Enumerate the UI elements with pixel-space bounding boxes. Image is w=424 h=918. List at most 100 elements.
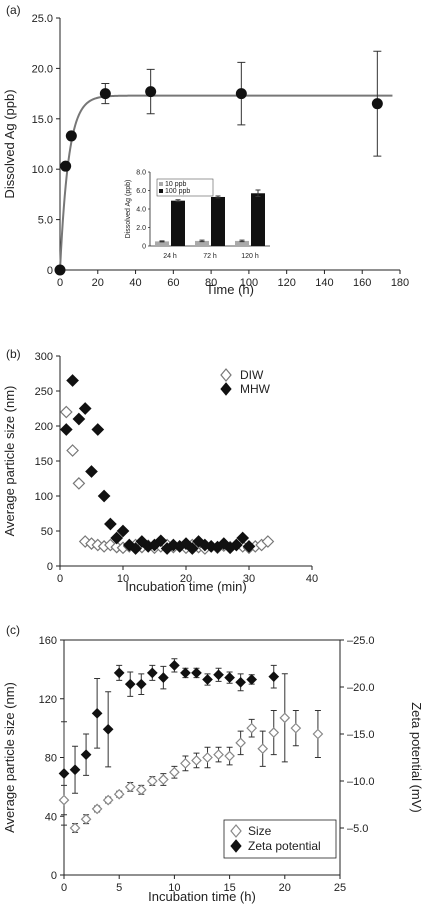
panel-c-x-tick-label: 15 — [223, 882, 235, 894]
panel-b-point-diw — [59, 405, 73, 419]
panel-c-point-size — [91, 803, 103, 815]
legend-label-mhw: MHW — [240, 382, 271, 396]
panel-a-data-points — [54, 50, 383, 276]
panel-c-point-zeta — [169, 660, 180, 671]
panel-c-y-axis-label: Average particle size (nm) — [2, 682, 17, 833]
panel-c-point-zeta — [58, 768, 70, 779]
legend-marker-zeta — [230, 839, 242, 853]
panel-a-y-tick-label: 15.0 — [32, 114, 53, 126]
panel-b-y-tick-label: 250 — [35, 386, 53, 398]
panel-c-point-size — [113, 788, 125, 800]
panel-c-point-size — [279, 712, 291, 724]
inset-bar — [211, 196, 225, 246]
panel-c-x-tick-label: 0 — [61, 882, 67, 894]
panel-c-point-zeta — [180, 667, 191, 679]
inset-legend-box — [156, 178, 214, 197]
panel-c-y-tick-label: 80 — [45, 753, 57, 765]
panel-a-x-tick-label: 160 — [353, 277, 371, 289]
panel-a: (a) 0 20 40 60 80 100 120 140 160 180 0 5.0 10.0 15.… — [2, 3, 409, 297]
panel-a-y-axis-label: Dissolved Ag (ppb) — [2, 89, 17, 198]
legend-marker-size — [230, 824, 242, 838]
panel-a-data-point — [99, 88, 111, 100]
panel-c-y2-tick-label: –10.0 — [347, 776, 375, 788]
panel-c-point-size — [58, 794, 70, 806]
inset-legend-label-100ppb: 100 ppb — [165, 188, 190, 195]
panel-b-point-diw — [72, 477, 86, 490]
panel-b-point-mhw — [116, 524, 130, 538]
inset-error-bar — [159, 240, 165, 243]
panel-a-data-point — [371, 98, 383, 110]
legend-label-zeta: Zeta potential — [248, 839, 321, 853]
panel-b-x-tick-label: 20 — [180, 573, 192, 585]
panel-b-point-diw — [66, 444, 79, 457]
panel-b: (b) 0 10 20 30 40 0 50 100 150 200 250 300 Incubat… — [2, 347, 318, 594]
panel-c-point-zeta — [224, 672, 235, 683]
panel-a-y-tick-label: 0 — [47, 265, 53, 277]
panel-b-x-tick-label: 0 — [57, 573, 63, 585]
panel-c-point-zeta — [113, 667, 125, 679]
inset-legend-label-10ppb: 10 ppb — [165, 181, 187, 188]
legend-label-diw: DIW — [240, 368, 264, 382]
panel-c-x-tick-label: 5 — [116, 882, 122, 894]
panel-b-point-mhw — [59, 423, 73, 436]
panel-c-x-ticks: 0 5 10 15 20 25 — [61, 875, 346, 894]
panel-b-y-tick-label: 200 — [35, 421, 53, 433]
inset-y-tick-label: 4.0 — [136, 207, 146, 214]
panel-c-y2-tick-label: –20.0 — [347, 682, 375, 694]
inset-category-label: 72 h — [203, 253, 217, 260]
panel-a-x-tick-label: 20 — [92, 277, 104, 289]
panel-c: (c) 0 5 10 15 20 25 0 40 80 120 160 –5.0 –10.0 –15.… — [2, 623, 424, 904]
panel-c-point-zeta — [235, 676, 246, 688]
panel-c-point-size — [80, 813, 92, 825]
panel-a-y-tick-label: 25.0 — [32, 13, 53, 25]
panel-a-data-point — [54, 264, 66, 276]
panel-c-point-zeta — [213, 669, 224, 681]
panel-c-y2-axis-label: Zeta potential (mV) — [409, 702, 424, 813]
inset-category-label: 24 h — [163, 253, 177, 260]
panel-b-point-mhw — [78, 402, 92, 415]
panel-c-point-size — [235, 737, 246, 749]
panel-b-label: (b) — [6, 347, 21, 361]
panel-b-x-tick-label: 10 — [117, 573, 129, 585]
inset-y-ticks: 0 2.0 4.0 6.0 8.0 — [136, 170, 150, 251]
panel-b-y-ticks: 0 50 100 150 200 250 300 — [35, 351, 60, 573]
panel-c-point-size — [268, 727, 280, 738]
panel-a-fit-curve — [59, 94, 393, 271]
panel-c-x-tick-label: 10 — [168, 882, 180, 894]
panel-c-point-size — [312, 728, 324, 740]
panel-a-x-ticks: 0 20 40 60 80 100 120 140 160 180 — [57, 270, 409, 289]
panel-a-x-tick-label: 80 — [205, 277, 217, 289]
panel-c-point-size — [257, 743, 269, 755]
panel-a-data-point — [145, 86, 157, 98]
panel-c-point-size — [124, 781, 136, 793]
panel-c-y-tick-label: 0 — [51, 870, 57, 882]
panel-b-data-points — [59, 374, 275, 555]
inset-category-labels: 24 h 72 h 120 h — [163, 253, 259, 260]
panel-c-point-size — [290, 722, 302, 734]
panel-b-point-mhw — [85, 465, 98, 478]
panel-c-y-tick-label: 160 — [39, 635, 57, 647]
inset-legend: 10 ppb 100 ppb — [156, 178, 214, 197]
inset-error-bar — [215, 195, 221, 199]
inset-error-bar — [199, 239, 205, 243]
panel-b-y-tick-label: 300 — [35, 351, 53, 363]
inset-bar — [251, 193, 265, 246]
panel-b-point-mhw — [154, 534, 168, 548]
inset-y-tick-label: 2.0 — [136, 225, 146, 232]
panel-a-x-tick-label: 120 — [277, 277, 295, 289]
panel-c-point-size — [146, 775, 158, 787]
panel-c-point-size — [158, 774, 169, 785]
panel-b-x-tick-label: 30 — [243, 573, 255, 585]
legend-marker-mhw — [220, 382, 232, 396]
panel-b-x-tick-label: 40 — [306, 573, 318, 585]
panel-a-x-axis-label: Time (h) — [206, 282, 254, 297]
panel-c-point-size — [224, 750, 235, 762]
panel-a-inset: 0 2.0 4.0 6.0 8.0 24 h 72 h 120 h Dissolved Ag… — [125, 170, 270, 260]
panel-b-y-axis-label: Average particle size (nm) — [2, 386, 17, 537]
panel-c-y2-tick-label: –25.0 — [347, 635, 375, 647]
panel-b-point-mhw — [97, 489, 111, 503]
panel-b-x-axis-label: Incubation time (min) — [125, 579, 246, 594]
inset-legend-swatch-10ppb — [159, 182, 163, 186]
panel-b-point-mhw — [110, 531, 124, 545]
inset-bar — [195, 240, 209, 246]
